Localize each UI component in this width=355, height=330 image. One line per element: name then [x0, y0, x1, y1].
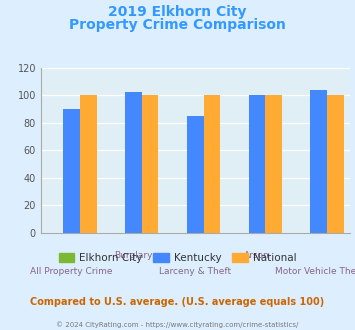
Legend: Elkhorn City, Kentucky, National: Elkhorn City, Kentucky, National — [54, 248, 301, 267]
Bar — [265, 95, 282, 233]
Bar — [327, 95, 344, 233]
Text: Motor Vehicle Theft: Motor Vehicle Theft — [275, 267, 355, 276]
Text: 2019 Elkhorn City: 2019 Elkhorn City — [108, 5, 247, 19]
Bar — [203, 95, 220, 233]
Bar — [142, 95, 158, 233]
Bar — [80, 95, 97, 233]
Bar — [125, 92, 142, 233]
Text: © 2024 CityRating.com - https://www.cityrating.com/crime-statistics/: © 2024 CityRating.com - https://www.city… — [56, 322, 299, 328]
Text: Burglary: Burglary — [114, 251, 153, 260]
Text: Compared to U.S. average. (U.S. average equals 100): Compared to U.S. average. (U.S. average … — [31, 297, 324, 307]
Bar — [64, 109, 80, 233]
Text: Arson: Arson — [244, 251, 270, 260]
Text: Property Crime Comparison: Property Crime Comparison — [69, 18, 286, 32]
Bar — [249, 95, 265, 233]
Bar — [187, 116, 203, 233]
Bar — [311, 90, 327, 233]
Text: All Property Crime: All Property Crime — [31, 267, 113, 276]
Text: Larceny & Theft: Larceny & Theft — [159, 267, 231, 276]
